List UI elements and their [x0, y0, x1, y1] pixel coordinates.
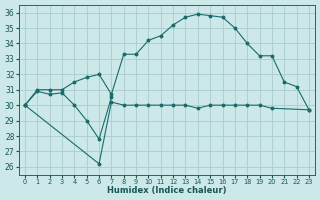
X-axis label: Humidex (Indice chaleur): Humidex (Indice chaleur) [107, 186, 227, 195]
